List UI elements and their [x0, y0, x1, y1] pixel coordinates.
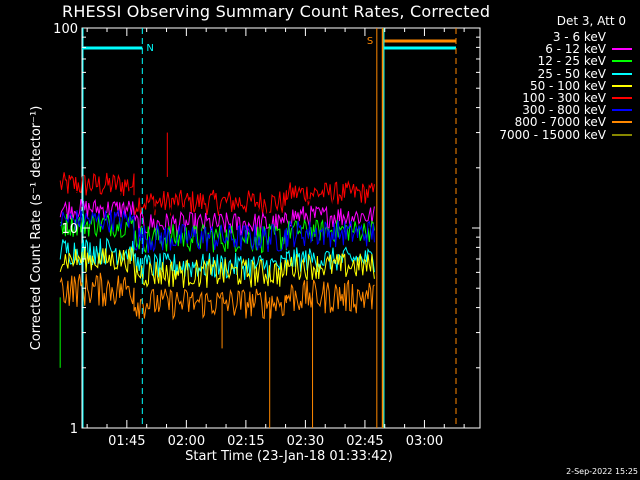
legend-item: 800 - 7000 keV	[515, 115, 632, 129]
legend-item: 25 - 50 keV	[538, 67, 632, 81]
legend-swatch	[612, 60, 632, 63]
data-series-4	[59, 208, 375, 253]
x-tick-label: 02:30	[287, 434, 324, 449]
data-series-6	[59, 246, 375, 288]
data-series-2	[59, 198, 375, 237]
data-line	[59, 272, 375, 321]
y-tick-label: 100	[53, 22, 78, 37]
legend-swatch	[612, 84, 632, 87]
data-line	[59, 198, 375, 237]
legend-label: 6 - 12 keV	[545, 42, 606, 57]
legend-label: 300 - 800 keV	[522, 103, 606, 118]
chart-ticks: 1 10 100 01:45 02:00 02:15 02:30 02:45 03:00 Star…	[29, 22, 480, 464]
data-line	[59, 246, 375, 288]
legend-swatch	[612, 36, 632, 38]
data-line	[59, 208, 375, 253]
legend-label: 7000 - 15000 keV	[499, 127, 606, 142]
legend-label: 12 - 25 keV	[537, 54, 606, 69]
night-label: N	[146, 43, 153, 54]
x-axis-label: Start Time (23-Jan-18 01:33:42)	[185, 449, 393, 464]
legend-item: 12 - 25 keV	[538, 54, 632, 68]
y-axis-label: Corrected Count Rate (s⁻¹ detector⁻¹)	[29, 106, 44, 351]
x-tick-label: 02:00	[168, 434, 205, 449]
legend-label: 50 - 100 keV	[529, 78, 606, 93]
legend-label: 25 - 50 keV	[537, 66, 606, 81]
legend-label: 3 - 6 keV	[552, 30, 606, 44]
data-series-0	[59, 172, 375, 216]
data-series-5	[59, 237, 375, 280]
legend-item: 6 - 12 keV	[545, 42, 632, 56]
data-series-1	[59, 187, 375, 235]
data-line	[59, 237, 375, 280]
footer-date: 2-Sep-2022 15:25	[566, 467, 638, 476]
chart-title: RHESSI Observing Summary Count Rates, Co…	[62, 2, 491, 21]
legend-swatch	[612, 72, 632, 75]
chart-data-layer	[59, 132, 375, 428]
legend-item: 7000 - 15000 keV	[499, 128, 632, 142]
legend-swatch	[612, 133, 632, 136]
legend-item: 300 - 800 keV	[522, 103, 632, 117]
legend-title: Det 3, Att 0	[556, 14, 626, 28]
legend-item: 3 - 6 keV	[553, 30, 632, 44]
legend-swatch	[612, 121, 632, 124]
data-line	[59, 172, 375, 216]
y-tick-label: 1	[70, 422, 78, 437]
legend-label: 800 - 7000 keV	[514, 115, 606, 130]
data-series-7	[59, 272, 375, 321]
x-tick-label: 03:00	[406, 434, 443, 449]
legend-swatch	[612, 48, 632, 51]
legend-swatch	[612, 97, 632, 99]
legend-label: 100 - 300 keV	[522, 91, 606, 105]
x-tick-label: 01:45	[108, 434, 145, 449]
x-tick-label: 02:45	[346, 434, 383, 449]
legend-swatch	[612, 109, 632, 112]
data-line	[59, 187, 375, 235]
legend-item: 50 - 100 keV	[530, 79, 632, 93]
y-tick-label: 10	[61, 222, 78, 237]
legend-item: 100 - 300 keV	[522, 91, 632, 105]
x-tick-label: 02:15	[227, 434, 264, 449]
saa-label: S	[367, 36, 373, 47]
